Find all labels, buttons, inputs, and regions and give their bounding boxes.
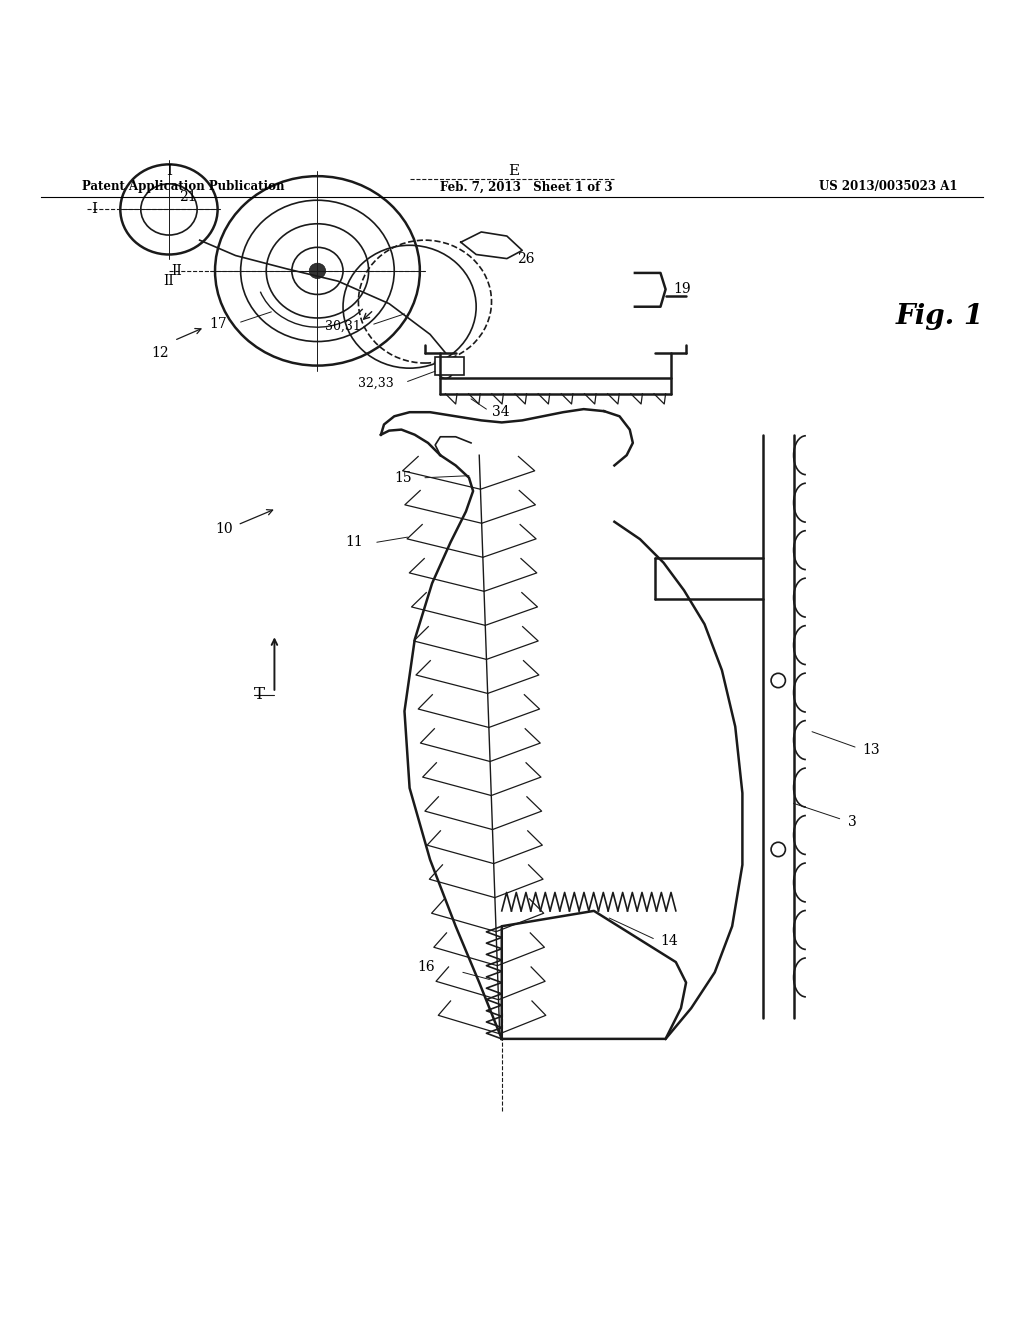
Text: 3: 3 xyxy=(848,814,857,829)
Text: 26: 26 xyxy=(517,252,535,265)
Text: 34: 34 xyxy=(492,405,509,420)
Text: 14: 14 xyxy=(660,933,678,948)
Text: Fig. 1: Fig. 1 xyxy=(896,304,984,330)
Text: T: T xyxy=(254,686,265,704)
Text: 30,31: 30,31 xyxy=(325,319,360,333)
FancyBboxPatch shape xyxy=(435,356,464,375)
Ellipse shape xyxy=(309,263,326,279)
Text: I: I xyxy=(166,164,172,177)
Text: US 2013/0035023 A1: US 2013/0035023 A1 xyxy=(819,181,957,194)
Text: 15: 15 xyxy=(394,471,412,484)
Text: 11: 11 xyxy=(346,535,364,549)
Text: 32,33: 32,33 xyxy=(358,378,394,389)
Text: 17: 17 xyxy=(210,317,227,331)
Text: 16: 16 xyxy=(418,960,435,974)
Text: II: II xyxy=(164,275,174,288)
Text: Patent Application Publication: Patent Application Publication xyxy=(82,181,285,194)
Text: I: I xyxy=(91,202,97,216)
Text: II: II xyxy=(172,264,182,279)
Text: 19: 19 xyxy=(674,282,691,296)
Text: 21: 21 xyxy=(179,190,197,205)
Text: 10: 10 xyxy=(215,521,232,536)
Text: 12: 12 xyxy=(152,346,169,360)
Text: E: E xyxy=(509,164,519,177)
Text: Feb. 7, 2013   Sheet 1 of 3: Feb. 7, 2013 Sheet 1 of 3 xyxy=(440,181,613,194)
Text: 13: 13 xyxy=(862,743,880,758)
